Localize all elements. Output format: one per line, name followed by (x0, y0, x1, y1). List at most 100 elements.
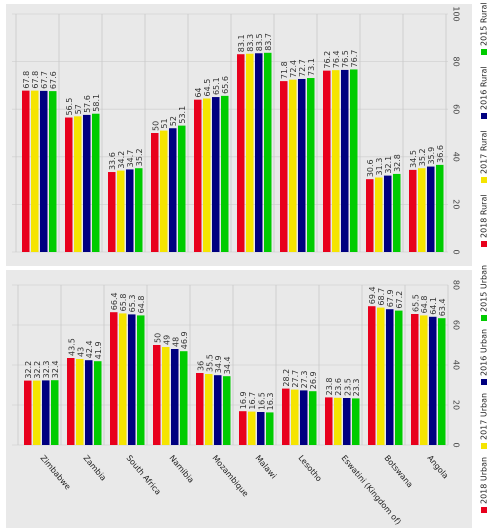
bar-malawi-2016-urban (257, 412, 265, 445)
data-label-eswatini-kingdom-of-2017-rural: 76.4 (332, 50, 341, 68)
data-label-zimbabwe-2018-urban: 32.2 (24, 361, 33, 379)
data-label-zambia-2018-rural: 56.5 (65, 98, 74, 116)
bar-zimbabwe-2017-rural (31, 90, 39, 252)
bar-angola-2018-rural (409, 169, 417, 252)
data-label-mozambique-2018-rural: 64 (194, 87, 203, 97)
bar-south-africa-2016-urban (128, 314, 136, 445)
data-label-lesotho-2016-rural: 72.7 (298, 59, 307, 77)
data-label-south-africa-2018-urban: 66.4 (110, 292, 119, 310)
bar-zambia-2016-rural (83, 114, 91, 252)
data-label-angola-2018-rural: 34.5 (409, 150, 418, 168)
bar-zambia-2015-rural (92, 113, 100, 252)
data-label-mozambique-2018-urban: 36 (196, 361, 205, 371)
bar-angola-2015-rural (436, 164, 444, 252)
bar-eswatini-kingdom-of-2016-urban (343, 398, 351, 445)
bar-namibia-2017-urban (162, 347, 170, 445)
data-label-lesotho-2017-rural: 72.4 (289, 60, 298, 78)
bar-malawi-2018-urban (239, 411, 247, 445)
bar-zambia-2017-urban (76, 359, 84, 445)
data-label-south-africa-2015-urban: 64.8 (137, 296, 146, 314)
bar-zimbabwe-2016-rural (40, 90, 48, 253)
data-label-zambia-2016-rural: 57.6 (83, 95, 92, 113)
data-label-malawi-2015-rural: 83.7 (264, 33, 273, 51)
bar-botswana-2016-rural (384, 175, 392, 252)
bar-botswana-2016-urban (386, 309, 394, 445)
data-label-mozambique-2016-rural: 65.1 (212, 77, 221, 95)
data-label-lesotho-2017-urban: 27.7 (291, 370, 300, 388)
bar-namibia-2018-rural (151, 133, 159, 252)
bar-south-africa-2018-urban (110, 312, 118, 445)
data-label-namibia-2017-rural: 51 (160, 118, 169, 128)
bar-eswatini-kingdom-of-2017-rural (332, 70, 340, 252)
data-label-zimbabwe-2016-urban: 32.3 (42, 361, 51, 379)
bar-zimbabwe-2015-urban (51, 380, 59, 445)
bar-zimbabwe-2018-rural (22, 90, 30, 252)
data-label-malawi-2015-urban: 16.3 (266, 393, 275, 411)
bar-south-africa-2018-rural (108, 172, 116, 252)
bar-south-africa-2015-rural (135, 168, 143, 252)
bar-eswatini-kingdom-of-2017-urban (334, 397, 342, 445)
data-label-mozambique-2016-urban: 34.9 (214, 355, 223, 373)
data-label-lesotho-2016-urban: 27.3 (300, 371, 309, 389)
value-tick-label: 0 (452, 249, 461, 254)
data-label-malawi-2016-rural: 83.5 (255, 33, 264, 51)
bar-botswana-2017-rural (375, 177, 383, 252)
bar-namibia-2018-urban (153, 345, 161, 445)
data-label-zambia-2016-urban: 42.4 (85, 340, 94, 358)
data-label-zimbabwe-2016-rural: 67.7 (40, 71, 49, 89)
data-label-mozambique-2017-urban: 35.5 (205, 354, 214, 372)
bar-malawi-2015-urban (266, 412, 274, 445)
data-label-zimbabwe-2015-rural: 67.6 (49, 71, 58, 89)
bar-zambia-2017-rural (74, 116, 82, 252)
data-label-angola-2017-rural: 35.2 (418, 148, 427, 166)
bar-malawi-2018-rural (237, 54, 245, 252)
data-label-botswana-2015-rural: 32.8 (393, 154, 402, 172)
data-label-lesotho-2018-rural: 71.8 (280, 61, 289, 79)
data-label-eswatini-kingdom-of-2016-urban: 23.5 (343, 378, 352, 396)
value-tick-label: 100 (452, 6, 461, 21)
bar-lesotho-2016-urban (300, 390, 308, 445)
legend-label-2017-urban: 2017 Urban (480, 393, 489, 440)
bar-malawi-2015-rural (264, 52, 272, 252)
bar-south-africa-2015-urban (137, 315, 145, 445)
bar-eswatini-kingdom-of-2015-urban (352, 398, 360, 445)
data-label-south-africa-2015-rural: 35.2 (135, 148, 144, 166)
chart-panel-urban-background (6, 270, 472, 528)
data-label-eswatini-kingdom-of-2018-urban: 23.8 (325, 378, 334, 396)
bar-south-africa-2017-rural (117, 170, 125, 252)
data-label-botswana-2017-rural: 31.3 (375, 158, 384, 176)
bar-namibia-2016-rural (169, 128, 177, 252)
data-label-namibia-2018-urban: 50 (153, 333, 162, 343)
data-label-zambia-2015-rural: 58.1 (92, 94, 101, 112)
bar-mozambique-2018-rural (194, 99, 202, 253)
bar-mozambique-2016-urban (214, 375, 222, 445)
bar-botswana-2017-urban (377, 307, 385, 445)
data-label-botswana-2015-urban: 67.2 (395, 291, 404, 309)
data-label-malawi-2016-urban: 16.5 (257, 392, 266, 410)
data-label-namibia-2017-urban: 49 (162, 335, 171, 345)
bar-zimbabwe-2017-urban (33, 380, 41, 445)
bar-zambia-2015-urban (94, 361, 102, 445)
legend-urban: 2018 Urban 2017 Urban 2016 Urban 2015 Urban (480, 265, 489, 513)
bar-zimbabwe-2016-urban (42, 380, 50, 445)
bar-lesotho-2018-rural (280, 81, 288, 252)
value-tick-label: 20 (452, 199, 461, 209)
bar-zambia-2018-rural (65, 117, 73, 252)
bar-lesotho-2017-urban (291, 389, 299, 445)
bar-lesotho-2017-rural (289, 79, 297, 252)
data-label-angola-2018-urban: 65.5 (411, 294, 420, 312)
legend-swatch-2018-urban (481, 507, 487, 513)
legend-label-2016-urban: 2016 Urban (480, 329, 489, 376)
data-label-eswatini-kingdom-of-2015-urban: 23.3 (352, 379, 361, 397)
bar-zambia-2016-urban (85, 360, 93, 445)
data-label-mozambique-2015-urban: 34.4 (223, 356, 232, 374)
data-label-eswatini-kingdom-of-2018-rural: 76.2 (323, 51, 332, 69)
legend-swatch-2018-rural (481, 241, 487, 247)
value-tick-label: 60 (452, 320, 461, 330)
data-label-angola-2016-rural: 35.9 (427, 147, 436, 165)
data-label-namibia-2015-urban: 46.9 (180, 331, 189, 349)
bar-botswana-2015-rural (393, 173, 401, 252)
data-label-eswatini-kingdom-of-2016-rural: 76.5 (341, 50, 350, 68)
data-label-zambia-2015-urban: 41.9 (94, 341, 103, 359)
